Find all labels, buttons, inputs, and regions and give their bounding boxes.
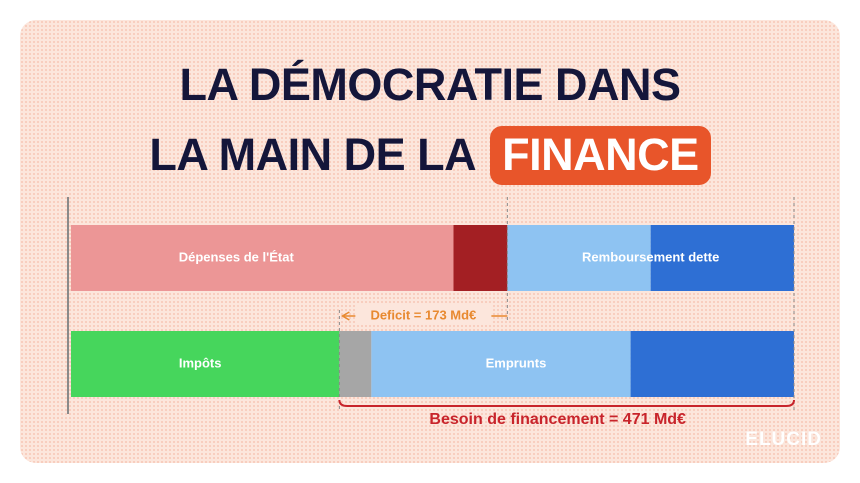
bar-row2-segment-3 [371,331,631,397]
title-highlight-badge: FINANCE [490,126,711,185]
deficit-bracket-arrow [340,311,350,321]
bar-label-impots: Impôts [179,355,222,370]
bar-row2-segment-1 [71,331,340,397]
budget-stacked-bar-chart: Dépenses de l'État Remboursement dette Imp… [67,197,795,428]
infographic-card: LA DÉMOCRATIE DANS LA MAIN DE LA FINANCE … [20,20,840,463]
elucid-logo: ELUCID [745,429,822,450]
bar-row1-segment-2 [453,225,508,291]
deficit-label: Deficit = 173 Md€ [370,307,476,322]
besoin-brace [338,399,795,407]
bar-row1-segment-4 [650,225,794,291]
besoin-label: Besoin de financement = 471 Md€ [429,411,686,428]
bar-label-emprunts: Emprunts [486,355,547,370]
bar-label-remboursement: Remboursement dette [582,249,719,264]
title-line-1: LA DÉMOCRATIE DANS [179,59,682,110]
bar-row2-segment-4 [630,331,794,397]
title-line-2: LA MAIN DE LA FINANCE [20,126,840,185]
bar-row1-segment-3 [507,225,651,291]
deficit-label-bg [355,305,492,325]
bar-label-depenses: Dépenses de l'État [179,249,295,264]
bar-row1-segment-1 [71,225,454,291]
title-line-2-prefix: LA MAIN DE LA [149,129,477,180]
bar-row2-segment-2 [339,331,372,397]
